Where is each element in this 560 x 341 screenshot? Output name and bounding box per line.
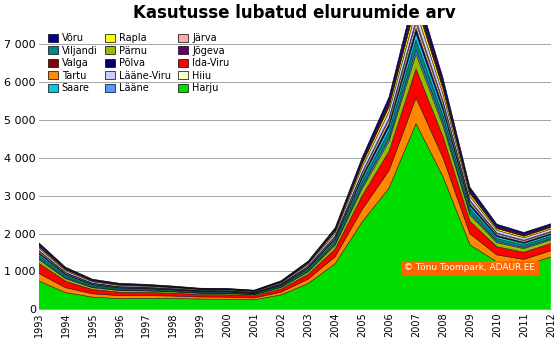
Title: Kasutusse lubatud eluruumide arv: Kasutusse lubatud eluruumide arv xyxy=(133,4,456,22)
Text: © Tõnu Toompark, ADAUR.EE: © Tõnu Toompark, ADAUR.EE xyxy=(404,263,535,272)
Legend: Võru, Viljandi, Valga, Tartu, Saare, Rapla, Pärnu, Põlva, Lääne-Viru, Lääne, Jär: Võru, Viljandi, Valga, Tartu, Saare, Rap… xyxy=(46,31,231,95)
